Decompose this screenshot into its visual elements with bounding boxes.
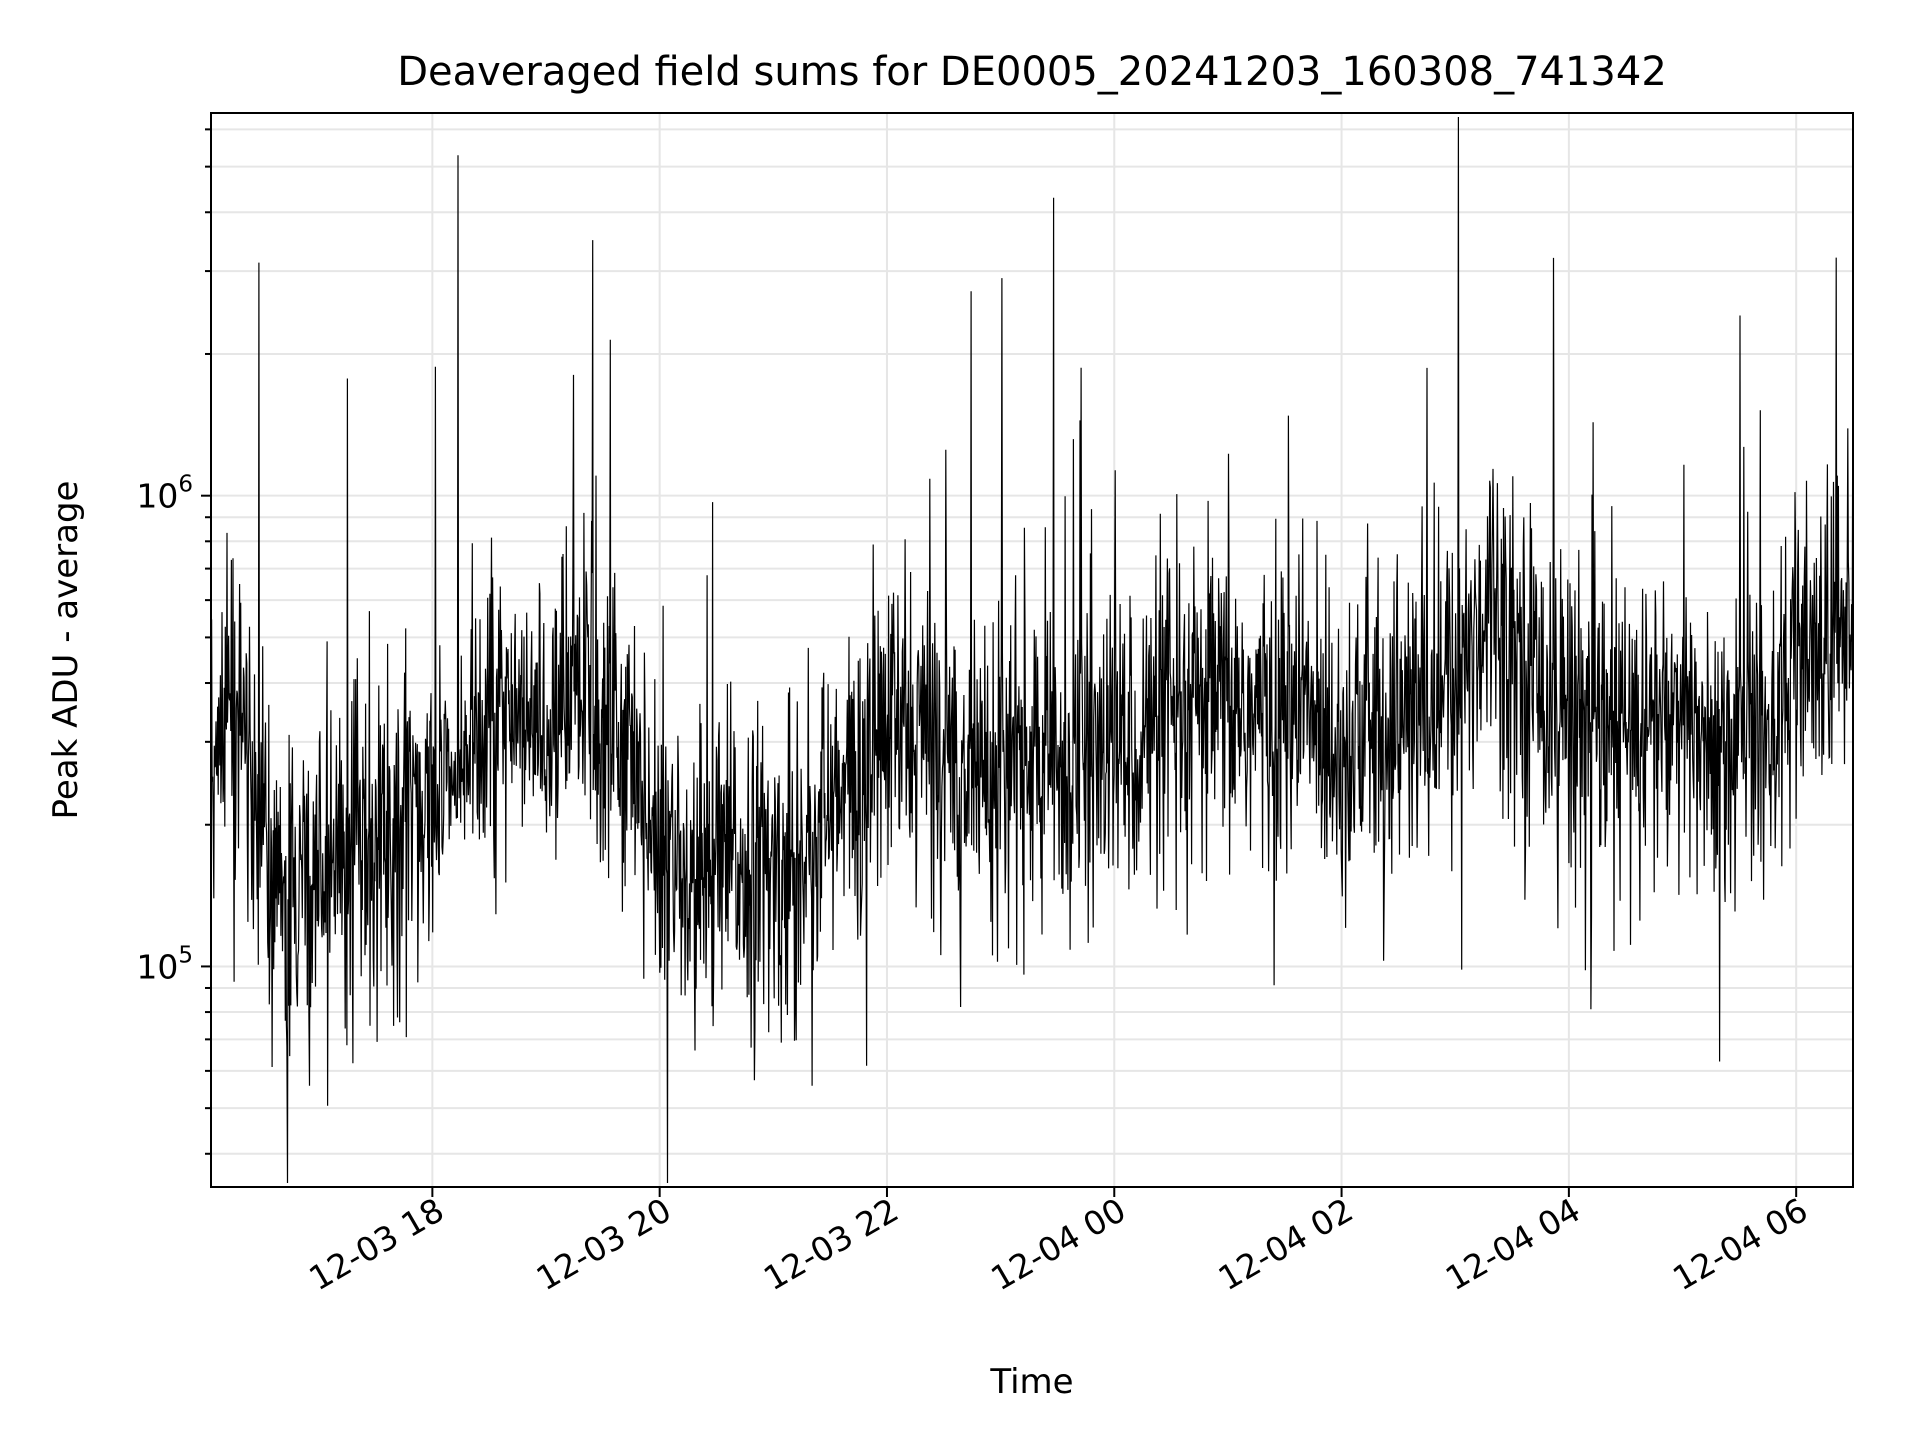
series-line: [210, 116, 1854, 1184]
y-axis-label: Peak ADU - average: [46, 481, 86, 820]
plot-area: [210, 116, 1854, 1184]
plot-frame: [210, 112, 1854, 1188]
y-tick-label: 106: [136, 472, 193, 516]
x-axis-label: Time: [989, 1362, 1073, 1402]
y-tick-label: 105: [136, 942, 193, 986]
chart-title: Deaveraged field sums for DE0005_2024120…: [397, 49, 1667, 95]
